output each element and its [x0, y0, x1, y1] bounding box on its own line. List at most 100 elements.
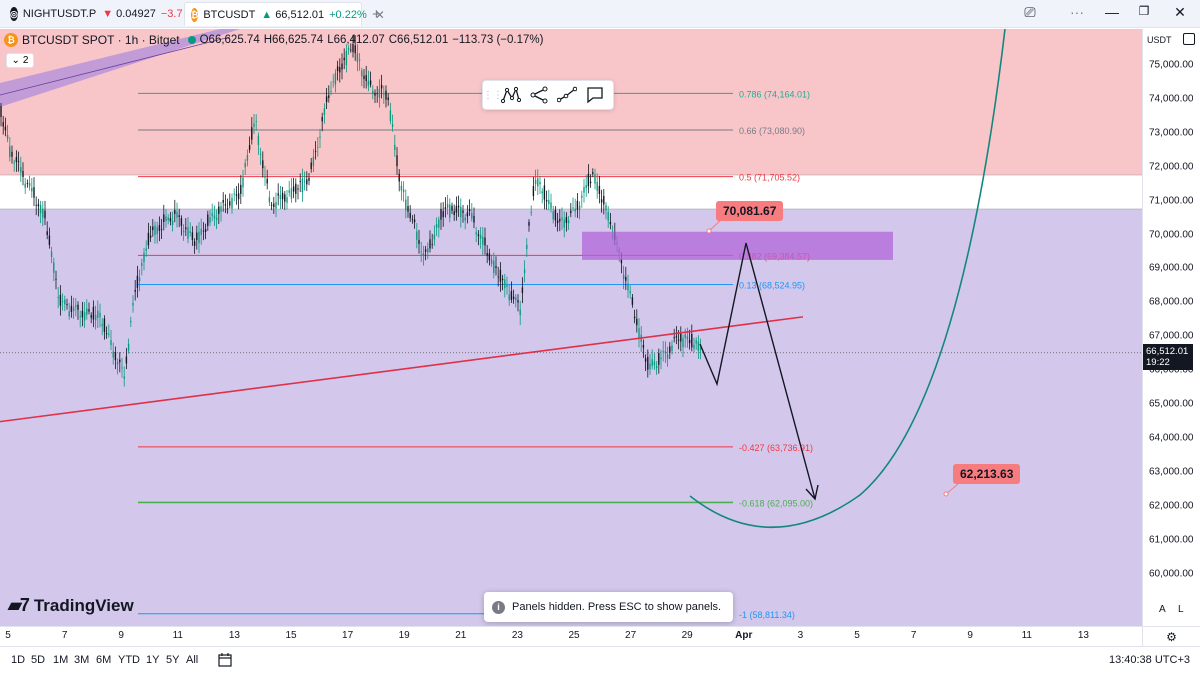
range-button-1y[interactable]: 1Y — [146, 654, 160, 666]
time-axis[interactable]: 5 7 9 11 13 15 17 19 21 23 25 27 29 Apr 3 5 7 9 11 13 — [0, 626, 1142, 646]
fib-level-label: -1 (58,811.34) — [739, 610, 795, 620]
price-callout[interactable]: 62,213.63 — [953, 464, 1021, 484]
range-button-1m[interactable]: 1M — [53, 654, 69, 666]
range-button-all[interactable]: All — [186, 654, 199, 666]
time-tick-label: 7 — [61, 630, 68, 641]
candle-body — [185, 227, 187, 230]
candle-body — [169, 218, 172, 222]
candle-body — [473, 215, 475, 223]
candle-body — [427, 248, 429, 253]
candle-body — [64, 299, 66, 305]
candle-body — [462, 210, 464, 213]
candle-body — [449, 204, 451, 218]
candle-body — [510, 291, 513, 300]
candle-body — [160, 228, 163, 230]
chart-pane[interactable]: 0.786 (74,164.01) 0.66 (73,080.90) 0.5 (71… — [0, 29, 1142, 626]
candle-body — [26, 183, 29, 184]
candle-body — [594, 174, 596, 184]
candle-body — [328, 95, 330, 98]
candle-body — [537, 178, 539, 187]
price-scale[interactable]: USDT 75,000.00 74,000.00 73,000.00 72,000.0… — [1142, 29, 1200, 626]
candle-body — [99, 312, 101, 318]
tradingview-logo[interactable]: ▰7 TradingView — [8, 595, 134, 616]
clock[interactable]: 13:40:38 UTC+3 — [1108, 654, 1190, 666]
scale-settings-icon[interactable] — [1183, 33, 1195, 45]
candle-body — [22, 171, 24, 178]
tab-btcusdt[interactable]: ₿ BTCUSDT ▲ 66,512.01 +0.22% ✕ — [184, 2, 385, 26]
candle-body — [312, 156, 315, 166]
time-tick-label: 9 — [967, 630, 973, 641]
arrow-head-icon — [805, 484, 819, 501]
candle-body — [180, 218, 183, 226]
pattern-tool-icon[interactable] — [497, 82, 525, 108]
candle-body — [363, 75, 365, 80]
callout-tool-icon[interactable] — [581, 82, 609, 108]
drag-handle-icon[interactable]: ⋮⋮ — [483, 89, 503, 101]
candle-body — [394, 144, 396, 150]
candle-body — [633, 316, 636, 319]
candle-body — [636, 318, 638, 326]
tab-nightusdt[interactable]: ◎ NIGHTUSDT.P ▼ 0.04927 −3.7 — [4, 2, 183, 26]
auto-scale-button[interactable]: A — [1159, 604, 1166, 615]
candle-body — [196, 232, 198, 241]
candle-body — [303, 181, 306, 183]
price-callout[interactable]: 70,081.67 — [716, 201, 784, 221]
legend-title[interactable]: BTCUSDT SPOT · 1h · Bitget — [22, 33, 180, 47]
close-tab-icon[interactable]: ✕ — [374, 7, 385, 22]
candle-body — [147, 232, 150, 246]
more-icon[interactable]: ··· — [1070, 4, 1084, 20]
time-tick-label: 15 — [285, 630, 297, 641]
candle-body — [565, 217, 568, 223]
candle-body — [396, 155, 398, 167]
range-button-5d[interactable]: 5D — [31, 654, 46, 666]
candle-body — [77, 304, 79, 310]
candle-body — [517, 300, 519, 303]
scale-currency[interactable]: USDT — [1147, 35, 1172, 45]
restore-icon[interactable]: ❐ — [1138, 4, 1150, 18]
candle-body — [600, 199, 603, 203]
candle-body — [446, 203, 449, 208]
time-tick-label: 23 — [511, 630, 523, 641]
candle-body — [244, 162, 246, 168]
legend-change: −113.73 (−0.17%) — [452, 34, 544, 46]
range-button-6m[interactable]: 6M — [96, 654, 112, 666]
candle-body — [466, 212, 469, 217]
minimize-icon[interactable]: — — [1105, 4, 1119, 20]
candle-body — [152, 226, 154, 231]
candle-body — [130, 321, 132, 323]
time-tick-label: 29 — [681, 630, 693, 641]
candle-body — [6, 135, 9, 139]
candle-body — [189, 231, 191, 234]
log-scale-button[interactable]: L — [1178, 604, 1184, 615]
range-button-3m[interactable]: 3M — [74, 654, 90, 666]
candle-body — [75, 305, 77, 307]
candle-body — [209, 217, 211, 223]
range-button-1d[interactable]: 1D — [11, 654, 26, 666]
tab-symbol: NIGHTUSDT.P — [22, 8, 97, 20]
candle-body — [79, 316, 81, 318]
candle-body — [125, 356, 128, 364]
candle-body — [235, 194, 238, 196]
layout-icon[interactable]: ⎚ — [1024, 4, 1036, 20]
range-button-5y[interactable]: 5Y — [166, 654, 180, 666]
candle-body — [253, 123, 255, 127]
new-tab-button[interactable]: + — [372, 5, 381, 23]
axis-settings-icon[interactable]: ⚙ — [1142, 626, 1200, 646]
candle-body — [528, 221, 530, 226]
share-tool-icon[interactable] — [525, 82, 553, 108]
path-tool-icon[interactable] — [553, 82, 581, 108]
coin-icon: ◎ — [10, 7, 18, 21]
price-tick-label: 66,000.00 — [1149, 364, 1194, 376]
date-range-icon[interactable] — [217, 652, 233, 668]
range-button-ytd[interactable]: YTD — [118, 654, 140, 666]
candle-body — [627, 283, 629, 291]
indicators-toggle[interactable]: ⌄ 2 — [6, 53, 34, 68]
price-tick-label: 68,000.00 — [1149, 296, 1194, 308]
candle-body — [416, 231, 418, 240]
close-window-icon[interactable]: ✕ — [1174, 4, 1186, 20]
candle-body — [37, 204, 40, 207]
candle-body — [319, 136, 321, 138]
chart-canvas[interactable]: 0.786 (74,164.01) 0.66 (73,080.90) 0.5 (71… — [0, 29, 1142, 626]
candle-body — [523, 269, 526, 273]
candle-body — [440, 208, 442, 220]
